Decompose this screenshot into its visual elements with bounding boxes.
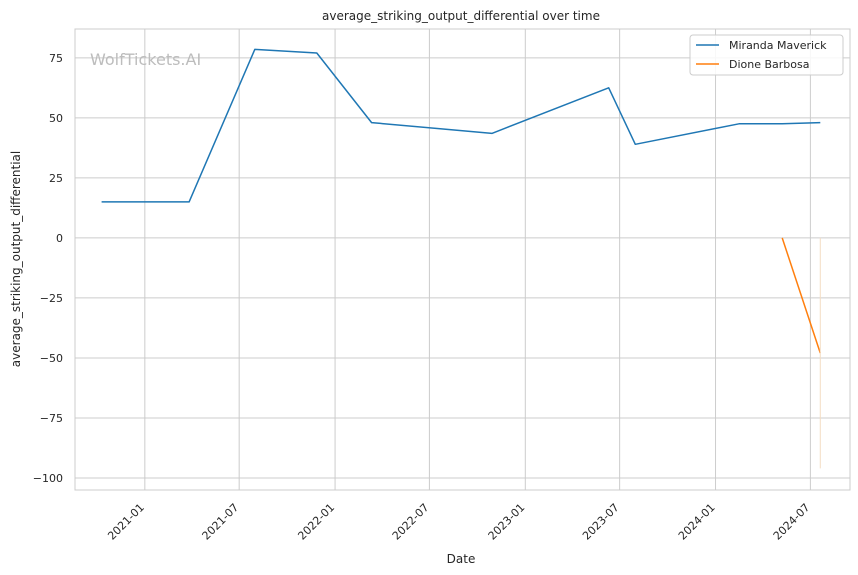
y-tick-label: −100 [33, 472, 63, 485]
series-line-0 [101, 48, 821, 203]
chart-title: average_striking_output_differential ove… [322, 9, 600, 23]
legend-box [689, 34, 844, 76]
series-layer [101, 48, 822, 469]
legend-label-miranda-maverick: Miranda Maverick [729, 39, 827, 52]
y-axis-title: average_striking_output_differential [9, 151, 23, 367]
grid-layer [75, 29, 850, 490]
x-axis-title: Date [447, 552, 476, 566]
y-tick-label: 50 [49, 112, 63, 125]
legend-label-dione-barbosa: Dione Barbosa [729, 58, 810, 71]
watermark: WolfTickets.AI [90, 50, 201, 69]
series-line-1 [781, 237, 822, 354]
y-tick-label: −75 [40, 412, 63, 425]
y-tick-label: 25 [49, 172, 63, 185]
y-tick-label: 75 [49, 52, 63, 65]
y-tick-label: −50 [40, 352, 63, 365]
y-tick-label: −25 [40, 292, 63, 305]
legend: Miranda Maverick Dione Barbosa [689, 34, 844, 76]
plot-area-frame [74, 28, 851, 491]
y-tick-labels: 75 50 25 0 −25 −50 −75 −100 [33, 52, 63, 485]
y-tick-label: 0 [56, 232, 63, 245]
